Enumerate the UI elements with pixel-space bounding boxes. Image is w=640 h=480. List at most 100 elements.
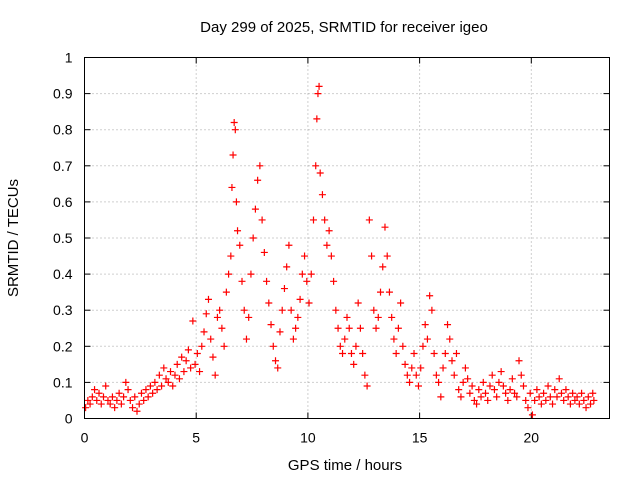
x-tick-label: 20 [524,430,540,446]
data-point [167,368,175,376]
data-point [280,285,288,293]
data-point [464,375,472,383]
data-point [421,321,429,329]
data-point [542,396,550,404]
data-point [506,386,514,394]
data-point [232,198,240,206]
x-tick-label: 0 [81,430,89,446]
data-point [332,306,340,314]
data-point [228,183,236,191]
gridlines [84,57,610,419]
data-point [466,389,474,397]
data-point [459,378,467,386]
data-point [296,295,304,303]
data-point [533,386,541,394]
data-point [289,335,297,343]
data-point [117,400,125,408]
y-tick-label: 0.7 [53,158,73,174]
chart-title: Day 299 of 2025, SRMTID for receiver ige… [200,19,488,36]
data-point [283,263,291,271]
data-point [517,371,525,379]
data-point [160,364,168,372]
data-point [278,306,286,314]
data-point [347,350,355,358]
data-point [508,375,516,383]
data-point [515,357,523,365]
data-point [379,263,387,271]
data-point [363,382,371,390]
data-point [399,342,407,350]
y-tick-label: 0.8 [53,122,73,138]
data-point [546,393,554,401]
plot-frame [84,57,610,419]
y-tick-label: 0.3 [53,302,73,318]
x-tick-label: 10 [300,430,316,446]
data-point [305,299,313,307]
data-point [318,191,326,199]
data-point [216,306,224,314]
data-point [352,342,360,350]
data-point [350,360,358,368]
data-point [537,400,545,408]
data-point [571,396,579,404]
data-point [361,371,369,379]
data-point [584,393,592,401]
data-point [191,360,199,368]
data-point [479,378,487,386]
data-point [307,270,315,278]
data-point [189,317,197,325]
data-point [131,393,139,401]
data-point [470,396,478,404]
data-point [439,364,447,372]
data-point [417,364,425,372]
data-point [285,241,293,249]
data-point [343,313,351,321]
data-point [587,400,595,408]
data-point [504,396,512,404]
data-point [390,335,398,343]
data-point [426,292,434,300]
data-point [222,288,230,296]
data-point [549,400,557,408]
data-point [394,324,402,332]
data-point [412,371,420,379]
data-point [392,350,400,358]
data-point [325,227,333,235]
data-point [178,353,186,361]
y-axis-title: SRMTID / TECUs [5,179,22,297]
data-point [502,389,510,397]
data-point [356,324,364,332]
data-point [519,382,527,390]
data-point [321,216,329,224]
data-point [149,389,157,397]
data-point [99,393,107,401]
data-point [292,324,300,332]
data-point [213,313,221,321]
data-point [120,393,128,401]
data-point [82,404,90,412]
data-point [182,357,190,365]
data-point [374,313,382,321]
data-point [198,342,206,350]
data-point [339,350,347,358]
data-point [444,321,452,329]
data-point [111,404,119,412]
data-point [430,350,438,358]
data-point [230,118,238,126]
data-point [126,396,134,404]
data-point [566,400,574,408]
data-point [580,396,588,404]
data-point [513,393,521,401]
data-point [153,386,161,394]
data-point [312,162,320,170]
data-point [560,396,568,404]
x-tick-label: 5 [192,430,200,446]
data-point [457,393,465,401]
data-point [327,252,335,260]
data-point [231,126,239,134]
data-point [482,389,490,397]
data-point [455,386,463,394]
data-point [200,328,208,336]
data-point [403,371,411,379]
